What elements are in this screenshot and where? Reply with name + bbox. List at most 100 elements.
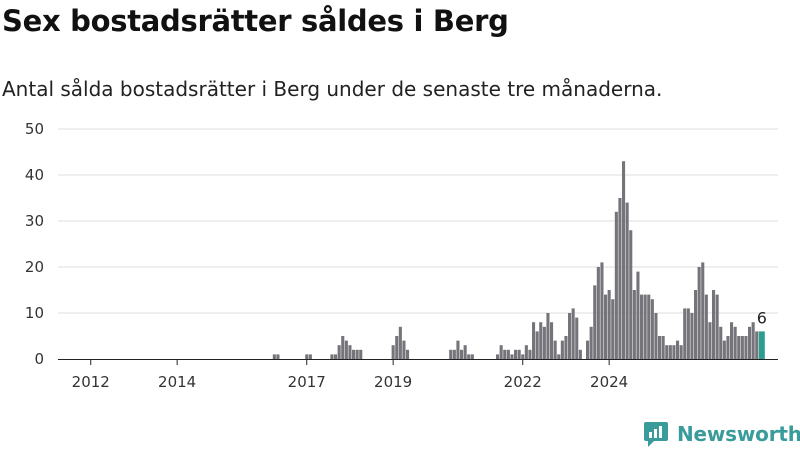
bar [499, 345, 503, 359]
bar [506, 349, 510, 359]
bar [722, 340, 726, 359]
bar [744, 336, 748, 359]
bar [517, 349, 521, 359]
bar [665, 345, 669, 359]
bar [539, 322, 543, 359]
bar [679, 345, 683, 359]
bar [661, 336, 665, 359]
bar [593, 285, 597, 359]
bar [733, 326, 737, 359]
x-tick-label: 2014 [158, 373, 196, 391]
bar [395, 336, 399, 359]
last-value-label: 6 [757, 308, 767, 327]
bar [542, 326, 546, 359]
bar [672, 345, 676, 359]
bar [596, 267, 600, 359]
bar [550, 322, 554, 359]
bar [614, 211, 618, 359]
bar [406, 349, 410, 359]
bar [589, 326, 593, 359]
bar [470, 354, 474, 359]
bar [391, 345, 395, 359]
bars [272, 161, 765, 359]
bar [524, 345, 528, 359]
bar [600, 262, 604, 359]
y-tick-label: 0 [34, 350, 44, 368]
bar [740, 336, 744, 359]
bar [668, 345, 672, 359]
bar-chart: 0 10 20 30 40 50 2012 2014 2017 2019 2022 2024 6 [25, 120, 778, 391]
bar [456, 340, 460, 359]
bar [272, 354, 276, 359]
bar [726, 336, 730, 359]
bar [755, 331, 759, 359]
gridlines [58, 128, 778, 314]
bar [532, 322, 536, 359]
bar [730, 322, 734, 359]
bar [715, 294, 719, 359]
bar [568, 313, 572, 359]
value-labels: 6 [757, 308, 767, 327]
bar [586, 340, 590, 359]
bar [398, 326, 402, 359]
bar [341, 336, 345, 359]
bar-highlight [758, 331, 765, 359]
bar [629, 230, 633, 359]
bar [402, 340, 406, 359]
bar [535, 331, 539, 359]
bar [330, 354, 334, 359]
bar [305, 354, 309, 359]
bar [643, 294, 647, 359]
bar [607, 290, 611, 359]
bar [650, 299, 654, 359]
bar [557, 354, 561, 359]
bar [690, 313, 694, 359]
bar [496, 354, 500, 359]
bar [528, 349, 532, 359]
bar [683, 308, 687, 359]
bar [571, 308, 575, 359]
y-tick-label: 40 [25, 166, 44, 184]
newsworthy-logo-icon [644, 422, 668, 447]
bar [604, 294, 608, 359]
bar [352, 349, 356, 359]
bar [510, 354, 514, 359]
bar [622, 161, 626, 359]
newsworthy-logo: Newsworthy [643, 420, 800, 448]
x-tick-label: 2022 [504, 373, 542, 391]
bar [546, 313, 550, 359]
bar [704, 294, 708, 359]
x-tick-label: 2017 [288, 373, 326, 391]
chart-title: Sex bostadsrätter såldes i Berg [2, 4, 509, 38]
bar [344, 340, 348, 359]
bar [514, 349, 518, 359]
bar [701, 262, 705, 359]
y-tick-label: 20 [25, 258, 44, 276]
bar [697, 267, 701, 359]
bar [276, 354, 280, 359]
bar [694, 290, 698, 359]
brand-name: Newsworthy [677, 422, 800, 446]
bar [521, 354, 525, 359]
bar [712, 290, 716, 359]
bar [618, 198, 622, 359]
y-tick-label: 10 [25, 304, 44, 322]
bar [348, 345, 352, 359]
x-axis-ticks: 2012 2014 2017 2019 2022 2024 [72, 359, 628, 391]
bar [578, 349, 582, 359]
x-tick-label: 2024 [590, 373, 628, 391]
bar [463, 345, 467, 359]
bar [737, 336, 741, 359]
bar [654, 313, 658, 359]
bar [564, 336, 568, 359]
bar [751, 322, 755, 359]
bar [553, 340, 557, 359]
bar [452, 349, 456, 359]
bar [625, 202, 629, 359]
bar [676, 340, 680, 359]
bar [640, 294, 644, 359]
bar [334, 354, 338, 359]
bar [449, 349, 453, 359]
x-tick-label: 2012 [72, 373, 110, 391]
chart-subtitle: Antal sålda bostadsrätter i Berg under d… [2, 77, 663, 101]
